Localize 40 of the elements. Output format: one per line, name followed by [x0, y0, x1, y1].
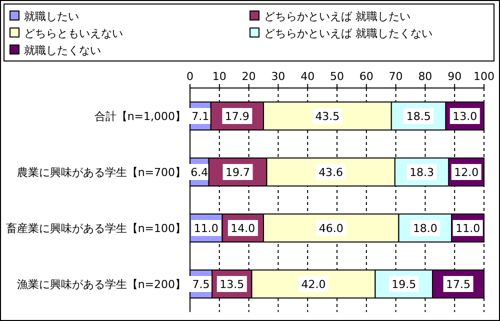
data-label: 6.4	[190, 166, 208, 179]
data-label: 13.5	[220, 278, 244, 291]
data-label: 17.5	[446, 278, 471, 291]
x-tick-label: 30	[271, 70, 286, 83]
legend-label: どちらかといえば 就職したい	[264, 10, 410, 23]
data-label: 43.6	[318, 166, 344, 179]
x-tick-label: 70	[388, 70, 403, 83]
data-label: 19.7	[226, 166, 250, 179]
legend-label: 就職したくない	[24, 44, 101, 57]
data-label: 12.0	[454, 166, 479, 179]
data-label: 11.0	[456, 222, 480, 235]
y-tick-label: 畜産業に興味がある学生【n=100】	[6, 222, 186, 235]
x-tick-label: 20	[242, 70, 256, 83]
legend-label: どちらかといえば 就職したくない	[264, 27, 432, 40]
y-tick-label: 合計【n=1,000】	[94, 110, 186, 123]
x-tick-label: 90	[448, 70, 462, 83]
data-label: 42.0	[301, 278, 326, 291]
x-tick-label: 100	[474, 70, 494, 83]
data-label: 7.5	[192, 278, 210, 291]
x-tick-label: 10	[212, 70, 226, 83]
x-tick-label: 60	[359, 70, 374, 83]
x-tick-label: 0	[186, 70, 194, 83]
data-label: 18.3	[410, 166, 434, 179]
legend-label: どちらともいえない	[24, 27, 123, 40]
data-label: 46.0	[318, 222, 344, 235]
data-label: 14.0	[230, 222, 256, 235]
data-label: 43.5	[315, 110, 340, 123]
x-tick-label: 50	[330, 70, 344, 83]
data-label: 7.1	[192, 110, 210, 123]
data-label: 18.0	[412, 222, 438, 235]
data-label: 17.9	[224, 110, 250, 123]
y-tick-label: 漁業に興味がある学生【n=200】	[16, 278, 186, 291]
data-label: 19.5	[392, 278, 416, 291]
data-label: 11.0	[194, 222, 218, 235]
x-tick-label: 40	[300, 70, 315, 83]
data-label: 18.5	[406, 110, 431, 123]
y-tick-label: 農業に興味がある学生【n=700】	[16, 166, 186, 179]
legend-label: 就職したい	[24, 10, 79, 23]
data-label: 13.0	[452, 110, 478, 123]
x-tick-label: 80	[418, 70, 432, 83]
